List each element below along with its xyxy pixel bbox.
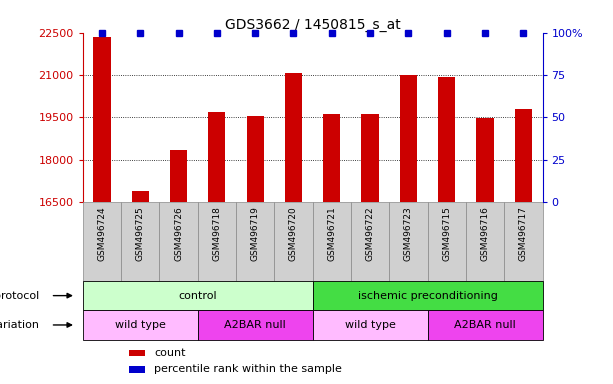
Text: GSM496724: GSM496724	[97, 206, 107, 260]
Text: GSM496718: GSM496718	[212, 206, 221, 261]
Bar	[504, 202, 543, 281]
Text: GSM496723: GSM496723	[404, 206, 413, 261]
Text: wild type: wild type	[345, 320, 395, 330]
Bar	[362, 114, 379, 202]
Bar	[313, 202, 351, 281]
Bar	[285, 73, 302, 202]
Bar	[323, 114, 340, 202]
Text: genotype/variation: genotype/variation	[0, 320, 39, 330]
Bar	[438, 77, 455, 202]
Bar	[236, 202, 275, 281]
Bar	[313, 310, 428, 339]
Bar	[515, 109, 532, 202]
Title: GDS3662 / 1450815_s_at: GDS3662 / 1450815_s_at	[225, 18, 400, 31]
Bar	[83, 281, 313, 310]
Bar	[159, 202, 197, 281]
Bar	[197, 202, 236, 281]
Bar	[170, 150, 187, 202]
Bar	[466, 202, 504, 281]
Bar	[275, 202, 313, 281]
Bar	[313, 281, 543, 310]
Bar	[476, 118, 493, 202]
Text: count: count	[154, 348, 186, 358]
Bar	[93, 37, 110, 202]
Text: wild type: wild type	[115, 320, 166, 330]
Text: ischemic preconditioning: ischemic preconditioning	[357, 291, 498, 301]
Text: protocol: protocol	[0, 291, 39, 301]
Bar	[121, 202, 159, 281]
Bar	[246, 116, 264, 202]
Bar	[83, 202, 121, 281]
Text: percentile rank within the sample: percentile rank within the sample	[154, 364, 342, 374]
Text: GSM496716: GSM496716	[481, 206, 490, 261]
Text: GSM496720: GSM496720	[289, 206, 298, 261]
Bar	[129, 366, 145, 372]
Text: GSM496715: GSM496715	[442, 206, 451, 261]
Text: GSM496726: GSM496726	[174, 206, 183, 261]
Text: A2BAR null: A2BAR null	[224, 320, 286, 330]
Bar	[83, 310, 197, 339]
Bar	[129, 349, 145, 356]
Text: GSM496719: GSM496719	[251, 206, 260, 261]
Text: GSM496725: GSM496725	[135, 206, 145, 261]
Bar	[132, 191, 149, 202]
Text: GSM496722: GSM496722	[365, 206, 375, 260]
Bar	[197, 310, 313, 339]
Bar	[428, 202, 466, 281]
Text: GSM496717: GSM496717	[519, 206, 528, 261]
Text: GSM496721: GSM496721	[327, 206, 337, 261]
Bar	[389, 202, 428, 281]
Bar	[428, 310, 543, 339]
Bar	[351, 202, 389, 281]
Text: A2BAR null: A2BAR null	[454, 320, 516, 330]
Text: control: control	[178, 291, 217, 301]
Bar	[208, 112, 226, 202]
Bar	[400, 75, 417, 202]
